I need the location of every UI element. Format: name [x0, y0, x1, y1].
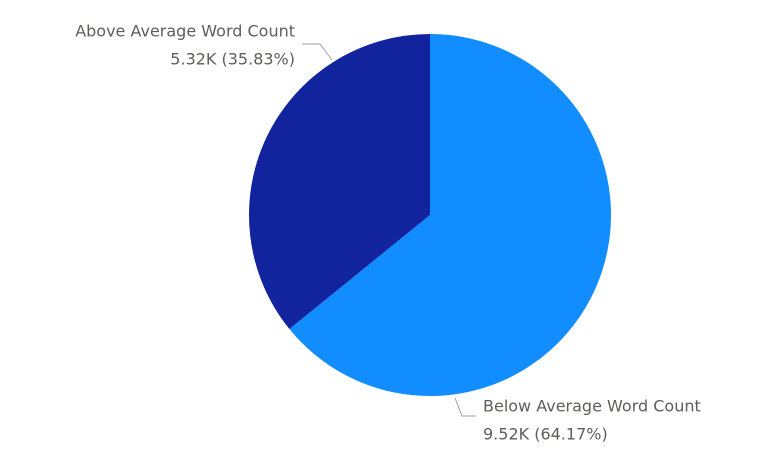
slice-label: Above Average Word Count — [75, 22, 295, 41]
leader-line — [454, 397, 476, 417]
value-label: 5.32K (35.83%) — [170, 50, 295, 69]
leader-line — [302, 43, 333, 61]
pie-slice — [289, 34, 611, 396]
pie-slice — [249, 34, 430, 330]
value-label: 9.52K (64.17%) — [483, 425, 608, 444]
slice-label: Below Average Word Count — [483, 397, 701, 416]
